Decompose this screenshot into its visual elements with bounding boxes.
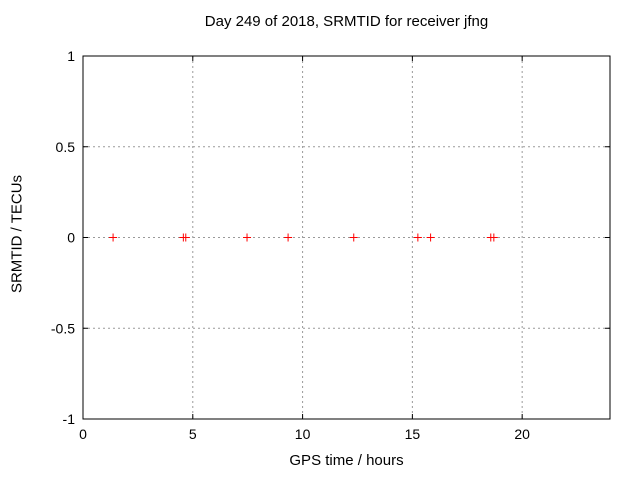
x-tick-label: 20 [514,426,530,442]
data-point-marker [349,233,358,242]
x-tick-label: 0 [79,426,87,442]
data-point-marker [109,233,118,242]
data-point-marker [426,233,435,242]
x-tick-label: 15 [405,426,421,442]
y-tick-label: 1 [67,48,75,64]
data-point-marker [243,233,252,242]
data-point-marker [413,233,422,242]
y-tick-label: 0 [67,230,75,246]
x-axis-label: GPS time / hours [289,452,404,469]
data-point-marker [489,233,498,242]
y-tick-label: 0.5 [56,139,76,155]
chart-title: Day 249 of 2018, SRMTID for receiver jfn… [204,13,489,30]
plot-border [82,55,611,420]
y-tick-label: -1 [63,411,76,427]
x-tick-label: 5 [189,426,197,442]
data-point-marker [181,233,190,242]
x-tick-label: 10 [295,426,311,442]
data-point-marker [284,233,293,242]
y-tick-label: -0.5 [51,320,75,336]
